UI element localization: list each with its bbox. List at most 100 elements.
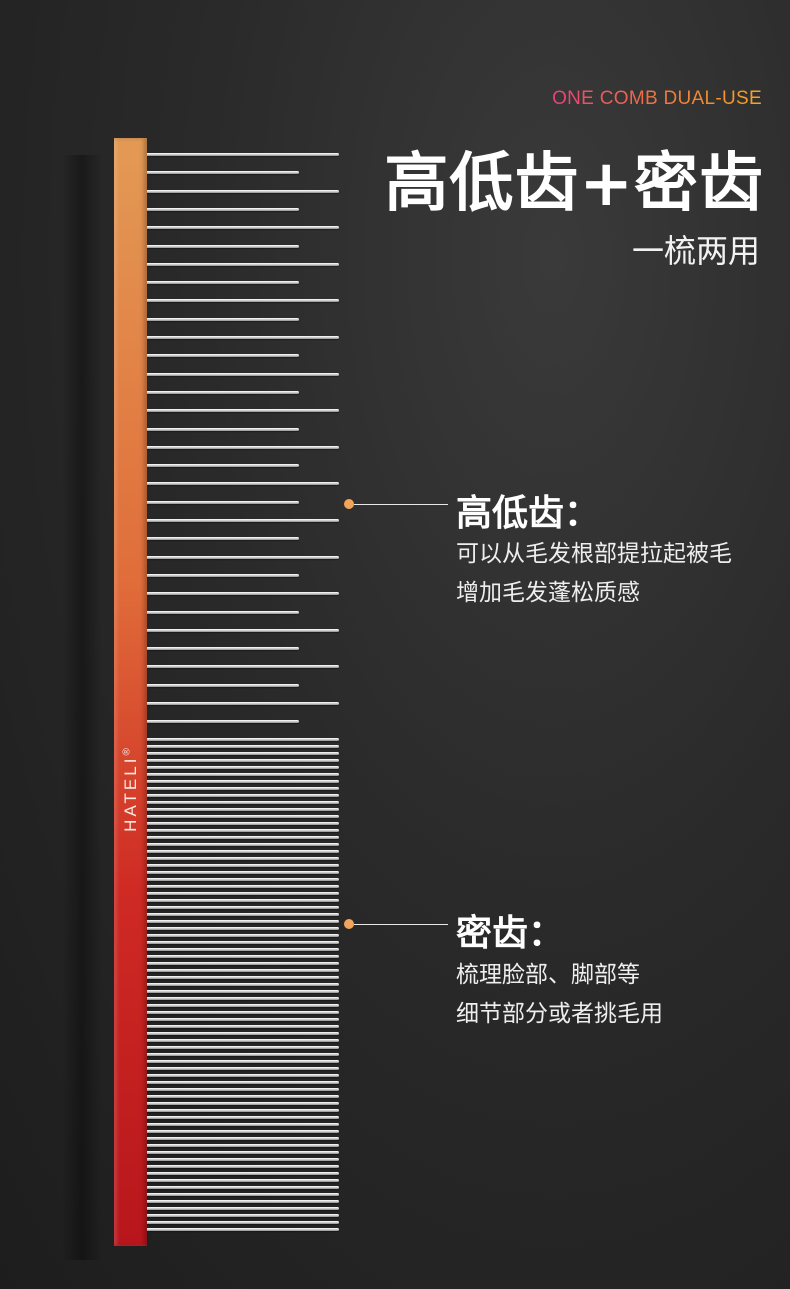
comb-tooth [146,1116,339,1119]
comb-tooth [146,941,339,944]
callout-title-staggered: 高低齿： [456,493,601,534]
comb-tooth [146,464,299,468]
comb-tooth [146,976,339,979]
comb-tooth [146,592,339,596]
headline: 高低齿+密齿 [384,147,764,221]
comb-tooth [146,1088,339,1091]
comb-tooth [146,836,339,839]
comb-tooth [146,1025,339,1028]
comb-tooth [146,885,339,888]
comb-tooth [146,1137,339,1140]
comb-tooth [146,1095,339,1098]
comb-tooth [146,683,299,687]
comb-tooth [146,780,339,783]
comb-tooth [146,962,339,965]
comb-tooth [146,934,339,937]
comb-tooth [146,913,339,916]
comb-tooth [146,1165,339,1168]
callout-dot-staggered [344,499,354,509]
comb-tooth [146,1032,339,1035]
comb-tooth [146,1151,339,1154]
callout-desc-line: 梳理脸部、脚部等 [456,962,640,988]
comb-tooth [146,647,299,651]
comb-tooth [146,1081,339,1084]
comb-tooth [146,445,339,449]
comb-tooth [146,1074,339,1077]
comb-tooth [146,702,339,705]
comb-tooth [146,1207,339,1210]
comb-tooth [146,899,339,902]
comb-tooth [146,738,339,741]
registered-mark: ® [121,748,133,756]
comb-tooth [146,864,339,867]
comb-tooth [146,409,339,413]
comb-tooth [146,281,299,285]
comb-tooth [146,317,299,321]
comb-tooth [146,171,299,175]
comb-tooth [146,1123,339,1126]
comb-tooth [146,500,299,504]
comb-tooth [146,336,339,339]
comb-tooth [146,244,299,248]
comb-tooth [146,1221,339,1224]
comb-tooth [146,752,339,755]
comb-tooth [146,226,339,230]
comb-tooth [146,372,339,376]
comb-tooth [146,1193,339,1196]
comb-tooth [146,262,339,266]
comb-tooth [146,1214,339,1217]
comb-tooth [146,829,339,832]
comb-shadow [62,155,102,1260]
comb-tooth [146,1004,339,1007]
comb-spine [114,138,147,1246]
comb-tooth [146,808,339,811]
comb-tooth [146,1158,339,1161]
comb-tooth [146,1228,339,1231]
comb-tooth [146,1109,339,1112]
comb-tooth [146,990,339,993]
comb-tooth [146,1102,339,1105]
comb-tooth [146,759,339,762]
callout-desc-fine: 梳理脸部、脚部等 细节部分或者挑毛用 [456,956,663,1034]
comb-tooth [146,850,339,853]
comb-tooth [146,871,339,874]
comb-tooth [146,969,339,972]
comb-tooth [146,787,339,790]
comb-tooth [146,189,339,193]
comb-tooth [146,354,299,358]
comb-tooth [146,843,339,846]
comb-tooth [146,1060,339,1063]
comb-tooth [146,519,339,522]
comb-tooth [146,720,299,724]
comb-tooth [146,207,299,211]
comb-tooth [146,983,339,986]
comb-tooth [146,610,299,614]
comb-tooth [146,1130,339,1133]
callout-desc-staggered: 可以从毛发根部提拉起被毛 增加毛发蓬松质感 [456,535,732,613]
comb-tooth [146,801,339,804]
callout-line-staggered [354,504,448,505]
comb-tooth [146,927,339,930]
comb-tooth [146,482,339,486]
comb-tooth [146,555,339,559]
comb-tooth [146,1144,339,1147]
comb-tooth [146,1039,339,1042]
comb-tooth [146,857,339,860]
comb-tooth [146,822,339,825]
comb-tooth [146,878,339,881]
comb-tooth [146,997,339,1000]
comb-tooth [146,948,339,951]
comb-tooth [146,1053,339,1056]
comb-tooth [146,390,299,394]
comb-tooth [146,153,339,156]
comb-tooth [146,955,339,958]
comb-tooth [146,427,299,431]
callout-title-fine: 密齿： [456,913,565,954]
tagline: ONE COMB DUAL-USE [552,88,762,109]
comb-tooth [146,1046,339,1049]
comb-tooth [146,665,339,669]
comb-tooth [146,1018,339,1021]
comb-tooth [146,920,339,923]
callout-desc-line: 增加毛发蓬松质感 [456,580,640,606]
